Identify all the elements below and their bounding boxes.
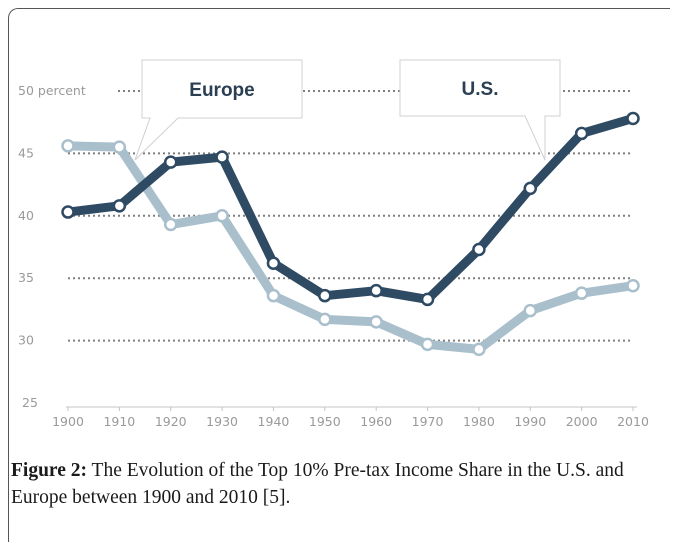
data-point-us bbox=[523, 181, 538, 196]
callout-label: Europe bbox=[189, 80, 254, 101]
y-tick-label: 40 bbox=[18, 208, 34, 223]
data-point-europe bbox=[61, 139, 75, 153]
series-line-us bbox=[63, 113, 638, 304]
y-tick-label: 25 bbox=[22, 395, 38, 410]
data-point-us bbox=[369, 283, 383, 298]
x-tick-label: 1990 bbox=[514, 414, 546, 429]
caption-label: Figure 2: bbox=[11, 460, 88, 481]
data-point-europe bbox=[112, 140, 127, 154]
data-point-europe bbox=[472, 342, 486, 357]
callout-label: U.S. bbox=[462, 79, 499, 100]
figure-caption: Figure 2: The Evolution of the Top 10% P… bbox=[11, 457, 671, 511]
data-point-europe bbox=[215, 209, 229, 223]
y-axis-ticks: 30 35 40 45 50 percent 25 bbox=[18, 83, 86, 410]
data-point-us bbox=[318, 288, 332, 303]
x-axis-ticks: 1900 1910 1920 1930 1940 1950 1960 1970 1980 1990… bbox=[52, 414, 649, 429]
data-point-europe bbox=[574, 286, 589, 300]
callouts-layer: Europe U.S. bbox=[134, 59, 561, 161]
data-point-europe bbox=[266, 288, 281, 303]
y-tick-label: 30 bbox=[18, 333, 34, 348]
x-tick-label: 1940 bbox=[258, 414, 290, 429]
caption-text: The Evolution of the Top 10% Pre-tax Inc… bbox=[11, 460, 624, 508]
data-point-us bbox=[574, 126, 589, 141]
data-point-us bbox=[266, 256, 281, 270]
x-tick-label: 2000 bbox=[566, 414, 598, 429]
data-point-us bbox=[215, 150, 229, 164]
data-point-europe bbox=[420, 337, 435, 352]
data-point-europe bbox=[369, 315, 383, 329]
data-point-us bbox=[112, 199, 127, 213]
x-tick-label: 1920 bbox=[155, 414, 187, 429]
y-tick-label: 35 bbox=[18, 270, 34, 285]
data-point-us bbox=[61, 205, 75, 219]
data-point-europe bbox=[523, 303, 538, 318]
series-layer bbox=[61, 111, 640, 357]
x-tick-label: 1970 bbox=[412, 414, 444, 429]
data-point-us bbox=[163, 155, 178, 169]
x-tick-label: 1980 bbox=[463, 414, 495, 429]
y-tick-label: 45 bbox=[18, 145, 34, 160]
y-tick-label: 50 percent bbox=[18, 83, 86, 98]
x-tick-label: 1950 bbox=[309, 414, 341, 429]
x-tick-label: 1900 bbox=[52, 414, 84, 429]
data-point-us bbox=[626, 111, 640, 126]
x-tick-label: 2010 bbox=[617, 414, 649, 429]
series-line-europe bbox=[63, 141, 638, 354]
data-point-europe bbox=[626, 278, 640, 293]
figure-frame bbox=[8, 8, 670, 542]
x-tick-label: 1960 bbox=[360, 414, 392, 429]
line-chart: 30 35 40 45 50 percent 25 1900 1910 1920 1930 194… bbox=[18, 59, 649, 429]
x-tick-label: 1930 bbox=[206, 414, 238, 429]
callout-box bbox=[399, 59, 561, 161]
data-point-us bbox=[420, 292, 435, 307]
data-point-us bbox=[472, 242, 486, 257]
x-tick-label: 1910 bbox=[103, 414, 135, 429]
data-point-europe bbox=[163, 217, 178, 232]
callout-box bbox=[134, 59, 303, 161]
data-point-europe bbox=[318, 312, 332, 327]
